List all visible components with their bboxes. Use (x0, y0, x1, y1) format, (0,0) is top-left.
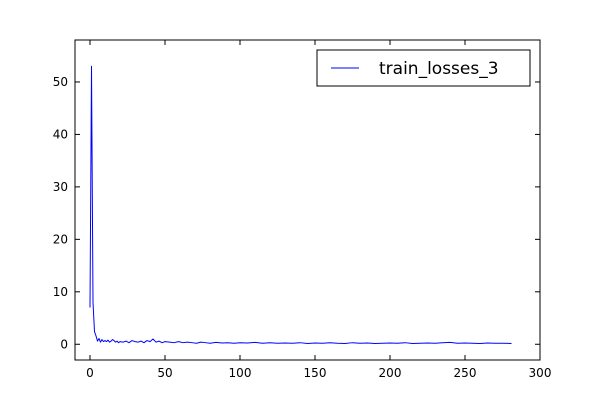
plot-area (89, 65, 512, 344)
legend-label-0: train_losses_3 (379, 59, 499, 79)
y-tick-label: 40 (53, 127, 68, 141)
y-tick-label: 30 (53, 180, 68, 194)
x-tick-label: 100 (229, 366, 252, 380)
legend: train_losses_3 (316, 49, 531, 87)
x-tick-label: 150 (304, 366, 327, 380)
axes: 0 50 100 150 200 250 300 0 10 20 30 40 50 (53, 39, 552, 380)
x-tick-label: 0 (86, 366, 94, 380)
plot-frame (74, 39, 541, 361)
y-tick-label: 0 (60, 337, 68, 351)
x-tick-label: 50 (157, 366, 172, 380)
series-line-0 (89, 65, 512, 344)
x-tick-label: 200 (379, 366, 402, 380)
x-tick-label: 250 (454, 366, 477, 380)
y-tick-label: 20 (53, 232, 68, 246)
y-tick-label: 50 (53, 75, 68, 89)
x-tick-label: 300 (529, 366, 552, 380)
y-tick-label: 10 (53, 285, 68, 299)
